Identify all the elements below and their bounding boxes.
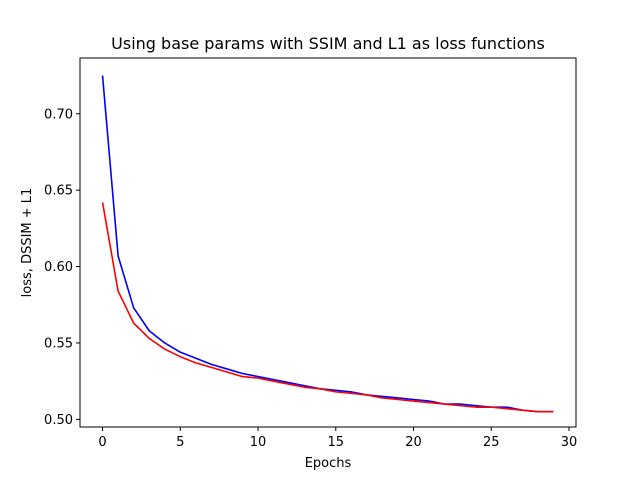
y-tick-label: 0.60: [44, 260, 73, 275]
y-tick-label: 0.55: [44, 336, 73, 351]
series-line-2: [101, 202, 554, 413]
y-tick-label: 0.70: [44, 107, 73, 122]
x-tick-label: 30: [561, 435, 578, 450]
x-tick-label: 5: [176, 435, 184, 450]
y-axis-label: loss, DSSIM + L1: [20, 188, 35, 298]
x-tick-label: 25: [483, 435, 500, 450]
x-axis-label: Epochs: [305, 456, 352, 471]
x-tick-label: 0: [98, 435, 106, 450]
x-tick-label: 15: [328, 435, 345, 450]
chart-title: Using base params with SSIM and L1 as lo…: [111, 34, 545, 53]
y-tick-label: 0.65: [44, 184, 73, 199]
x-tick-label: 20: [405, 435, 422, 450]
y-tick-label: 0.50: [44, 413, 73, 428]
plot-frame: [79, 57, 577, 428]
x-tick-label: 10: [250, 435, 267, 450]
